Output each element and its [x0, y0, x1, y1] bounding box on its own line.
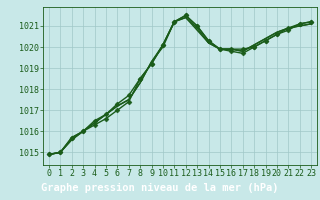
Text: Graphe pression niveau de la mer (hPa): Graphe pression niveau de la mer (hPa)	[41, 183, 279, 193]
